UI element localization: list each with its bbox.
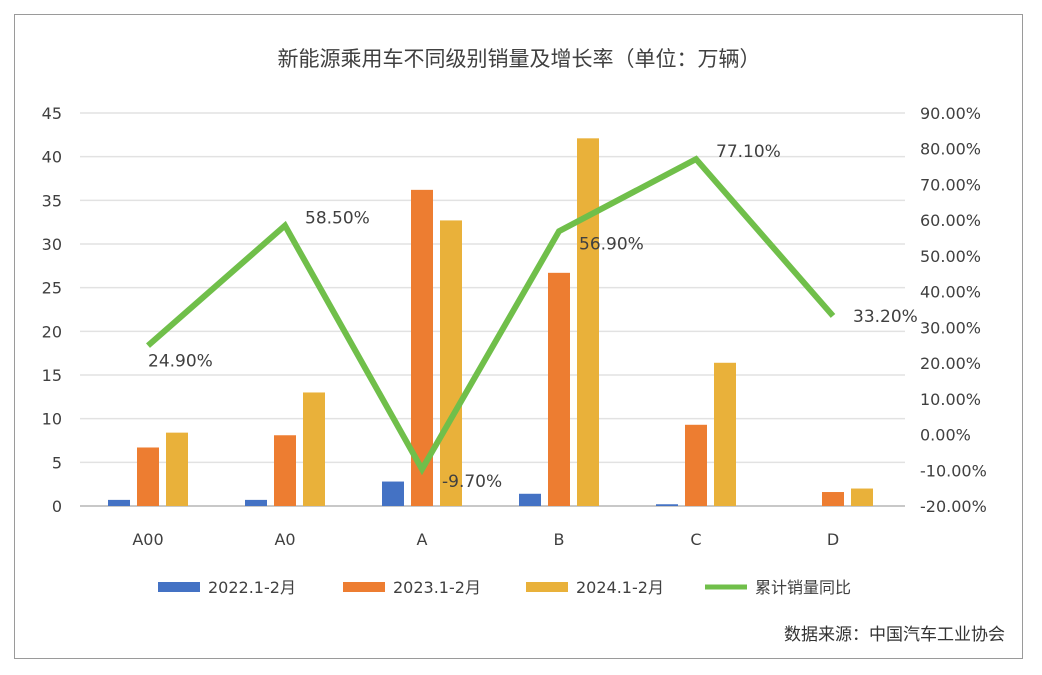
data-label: 58.50% [305,209,370,229]
chart-frame [14,14,1023,659]
y2-tick-label: 30.00% [920,318,981,337]
y-tick-label: 0 [52,497,62,516]
y-tick-label: 30 [42,235,62,254]
bar [519,493,541,506]
data-label: 77.10% [716,142,781,162]
legend-swatch [526,582,568,592]
bar [685,424,707,506]
bar [656,504,678,506]
y-tick-label: 20 [42,322,62,341]
data-label: 33.20% [853,307,918,327]
line-series [146,155,836,476]
y2-tick-label: -20.00% [920,497,987,516]
bar [548,272,570,506]
y-tick-label: 10 [42,410,62,429]
y2-tick-label: 0.00% [920,426,971,445]
bar [303,392,325,506]
bar [577,138,599,506]
y2-tick-label: 90.00% [920,104,981,123]
legend-label: 2022.1-2月 [208,578,296,597]
bar [137,447,159,506]
bar [822,492,844,506]
data-label: 56.90% [579,234,644,254]
y2-tick-label: 80.00% [920,140,981,159]
bar [382,481,404,506]
bar [245,499,267,506]
legend-label: 2024.1-2月 [576,578,664,597]
x-tick-label: A00 [132,530,163,549]
y-tick-label: 45 [42,104,62,123]
y-tick-label: 25 [42,279,62,298]
y-tick-label: 15 [42,366,62,385]
y2-tick-label: 60.00% [920,211,981,230]
y2-tick-label: -10.00% [920,461,987,480]
y2-tick-label: 50.00% [920,247,981,266]
x-tick-label: B [554,530,565,549]
bar [851,488,873,506]
legend-swatch [158,582,200,592]
x-tick-label: A [417,530,428,549]
y2-tick-label: 40.00% [920,283,981,302]
y-tick-label: 5 [52,453,62,472]
bar [714,362,736,506]
x-tick-label: D [827,530,839,549]
bar [411,189,433,506]
chart-title: 新能源乘用车不同级别销量及增长率（单位：万辆） [278,47,761,71]
x-tick-label: C [690,530,701,549]
bar [166,432,188,506]
legend-swatch [343,582,385,592]
y2-tick-label: 10.00% [920,390,981,409]
source-note: 数据来源：中国汽车工业协会 [784,625,1005,645]
legend-label: 2023.1-2月 [393,578,481,597]
x-tick-label: A0 [274,530,295,549]
legend-label: 累计销量同比 [755,578,851,597]
bar [108,499,130,506]
y2-tick-label: 20.00% [920,354,981,373]
data-label: -9.70% [442,472,502,492]
data-label: 24.90% [148,352,213,372]
y-tick-label: 40 [42,148,62,167]
y2-tick-label: 70.00% [920,175,981,194]
y-tick-label: 35 [42,191,62,210]
bar [274,435,296,506]
bar [440,220,462,507]
